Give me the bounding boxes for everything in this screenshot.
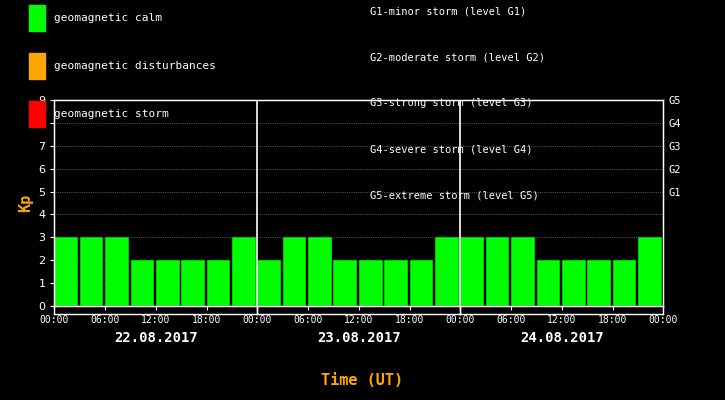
Text: G3-strong storm (level G3): G3-strong storm (level G3): [370, 98, 532, 108]
Bar: [384, 260, 408, 306]
Bar: [232, 237, 256, 306]
Bar: [156, 260, 180, 306]
Bar: [536, 260, 560, 306]
Bar: [410, 260, 434, 306]
Bar: [613, 260, 637, 306]
Bar: [105, 237, 129, 306]
Bar: [486, 237, 510, 306]
Bar: [359, 260, 383, 306]
Bar: [460, 237, 484, 306]
Bar: [435, 237, 459, 306]
Bar: [207, 260, 231, 306]
Y-axis label: Kp: Kp: [17, 194, 33, 212]
Bar: [308, 237, 332, 306]
Text: G5-extreme storm (level G5): G5-extreme storm (level G5): [370, 190, 539, 200]
Bar: [334, 260, 357, 306]
Text: G1-minor storm (level G1): G1-minor storm (level G1): [370, 6, 526, 16]
Bar: [283, 237, 307, 306]
Text: 23.08.2017: 23.08.2017: [317, 331, 401, 345]
Bar: [511, 237, 535, 306]
Text: G4-severe storm (level G4): G4-severe storm (level G4): [370, 144, 532, 154]
Text: G2-moderate storm (level G2): G2-moderate storm (level G2): [370, 52, 544, 62]
Bar: [130, 260, 154, 306]
Bar: [181, 260, 205, 306]
Text: Time (UT): Time (UT): [321, 373, 404, 388]
Text: 24.08.2017: 24.08.2017: [520, 331, 604, 345]
Bar: [638, 237, 662, 306]
Bar: [54, 237, 78, 306]
Text: 22.08.2017: 22.08.2017: [114, 331, 198, 345]
Text: geomagnetic storm: geomagnetic storm: [54, 109, 168, 119]
Text: geomagnetic disturbances: geomagnetic disturbances: [54, 61, 215, 71]
Bar: [587, 260, 611, 306]
Bar: [257, 260, 281, 306]
Bar: [562, 260, 586, 306]
Text: geomagnetic calm: geomagnetic calm: [54, 13, 162, 23]
Bar: [80, 237, 104, 306]
